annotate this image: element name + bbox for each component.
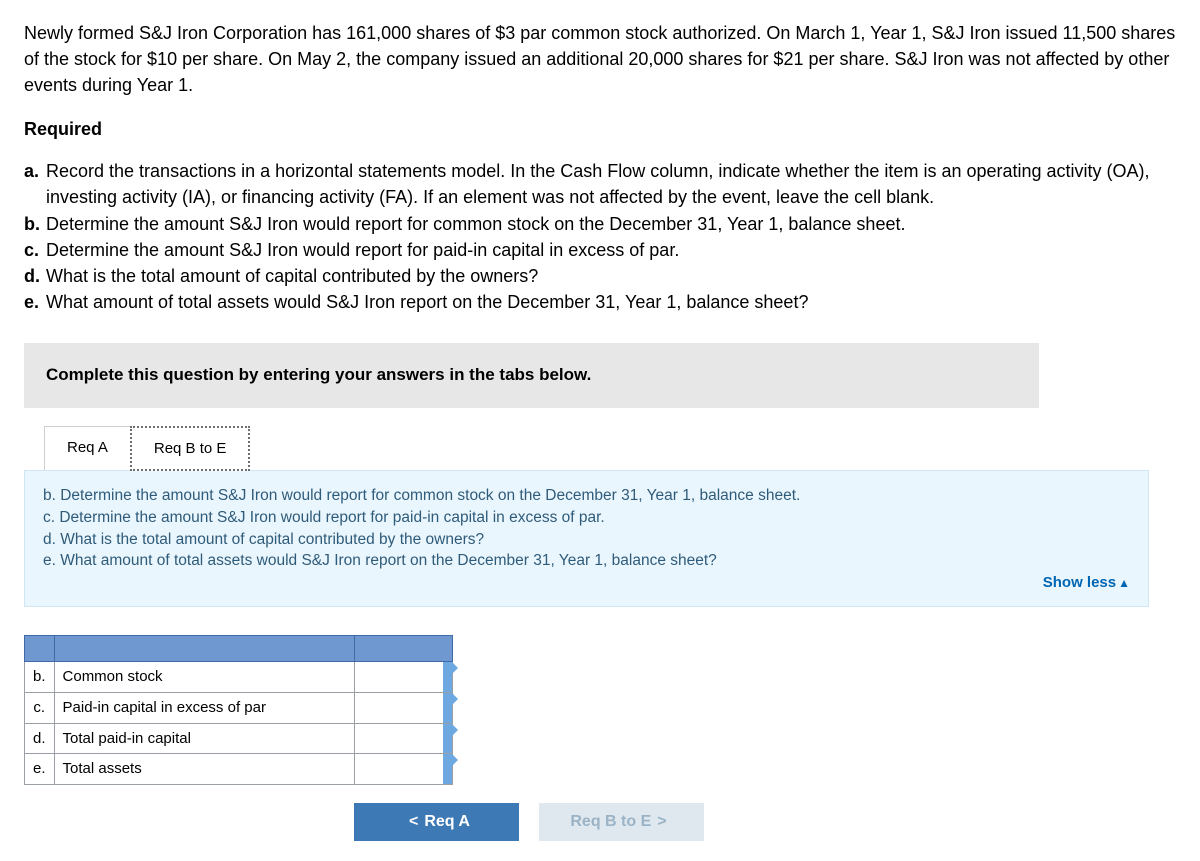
req-letter: e.	[24, 289, 46, 315]
prev-label: Req A	[424, 813, 470, 831]
next-label: Req B to E	[570, 813, 651, 831]
required-heading: Required	[24, 116, 1176, 142]
row-input-cell[interactable]	[354, 662, 452, 693]
dropdown-handle-icon[interactable]	[443, 693, 452, 723]
answer-table: b. Common stock c. Paid-in capital in ex…	[24, 635, 453, 785]
row-input-cell[interactable]	[354, 723, 452, 754]
paid-in-capital-input[interactable]	[355, 693, 443, 723]
row-label: Common stock	[54, 662, 354, 693]
req-letter: b.	[24, 211, 46, 237]
req-item-d: d. What is the total amount of capital c…	[24, 263, 1176, 289]
row-label: Total assets	[54, 754, 354, 785]
row-letter: e.	[25, 754, 55, 785]
req-text: Record the transactions in a horizontal …	[46, 158, 1176, 210]
table-row: d. Total paid-in capital	[25, 723, 453, 754]
header-blank-1	[25, 636, 55, 662]
table-row: c. Paid-in capital in excess of par	[25, 692, 453, 723]
req-letter: c.	[24, 237, 46, 263]
req-letter: a.	[24, 158, 46, 210]
total-paid-in-input[interactable]	[355, 724, 443, 754]
req-item-a: a. Record the transactions in a horizont…	[24, 158, 1176, 210]
dropdown-handle-icon[interactable]	[443, 754, 452, 784]
row-label: Total paid-in capital	[54, 723, 354, 754]
req-text: Determine the amount S&J Iron would repo…	[46, 237, 1176, 263]
row-letter: d.	[25, 723, 55, 754]
show-less-toggle[interactable]: Show less▲	[1043, 572, 1130, 594]
req-text: What amount of total assets would S&J Ir…	[46, 289, 1176, 315]
tab-req-b-to-e[interactable]: Req B to E	[130, 426, 251, 472]
req-text: Determine the amount S&J Iron would repo…	[46, 211, 1176, 237]
row-letter: b.	[25, 662, 55, 693]
table-header-row	[25, 636, 453, 662]
chevron-left-icon: <	[409, 813, 418, 831]
row-letter: c.	[25, 692, 55, 723]
instruction-bar: Complete this question by entering your …	[24, 343, 1039, 408]
dropdown-handle-icon[interactable]	[443, 662, 452, 692]
table-row: b. Common stock	[25, 662, 453, 693]
row-label: Paid-in capital in excess of par	[54, 692, 354, 723]
total-assets-input[interactable]	[355, 754, 443, 784]
tab-panel: b. Determine the amount S&J Iron would r…	[24, 470, 1149, 607]
row-input-cell[interactable]	[354, 692, 452, 723]
req-item-b: b. Determine the amount S&J Iron would r…	[24, 211, 1176, 237]
header-blank-2	[54, 636, 354, 662]
nav-buttons: < Req A Req B to E >	[354, 803, 1176, 841]
problem-intro: Newly formed S&J Iron Corporation has 16…	[24, 20, 1176, 98]
panel-line-e: e. What amount of total assets would S&J…	[43, 550, 1130, 572]
tabs-row: Req A Req B to E	[44, 426, 1176, 472]
req-letter: d.	[24, 263, 46, 289]
req-text: What is the total amount of capital cont…	[46, 263, 1176, 289]
dropdown-handle-icon[interactable]	[443, 724, 452, 754]
prev-req-a-button[interactable]: < Req A	[354, 803, 519, 841]
common-stock-input[interactable]	[355, 662, 443, 692]
triangle-up-icon: ▲	[1118, 576, 1130, 590]
panel-line-d: d. What is the total amount of capital c…	[43, 529, 1130, 551]
req-item-e: e. What amount of total assets would S&J…	[24, 289, 1176, 315]
next-req-b-to-e-button[interactable]: Req B to E >	[539, 803, 704, 841]
row-input-cell[interactable]	[354, 754, 452, 785]
tab-req-a[interactable]: Req A	[44, 426, 131, 472]
req-item-c: c. Determine the amount S&J Iron would r…	[24, 237, 1176, 263]
header-blank-3	[354, 636, 452, 662]
show-less-label: Show less	[1043, 574, 1116, 591]
panel-line-c: c. Determine the amount S&J Iron would r…	[43, 507, 1130, 529]
panel-line-b: b. Determine the amount S&J Iron would r…	[43, 485, 1130, 507]
requirements-list: a. Record the transactions in a horizont…	[24, 158, 1176, 315]
chevron-right-icon: >	[657, 813, 666, 831]
table-row: e. Total assets	[25, 754, 453, 785]
